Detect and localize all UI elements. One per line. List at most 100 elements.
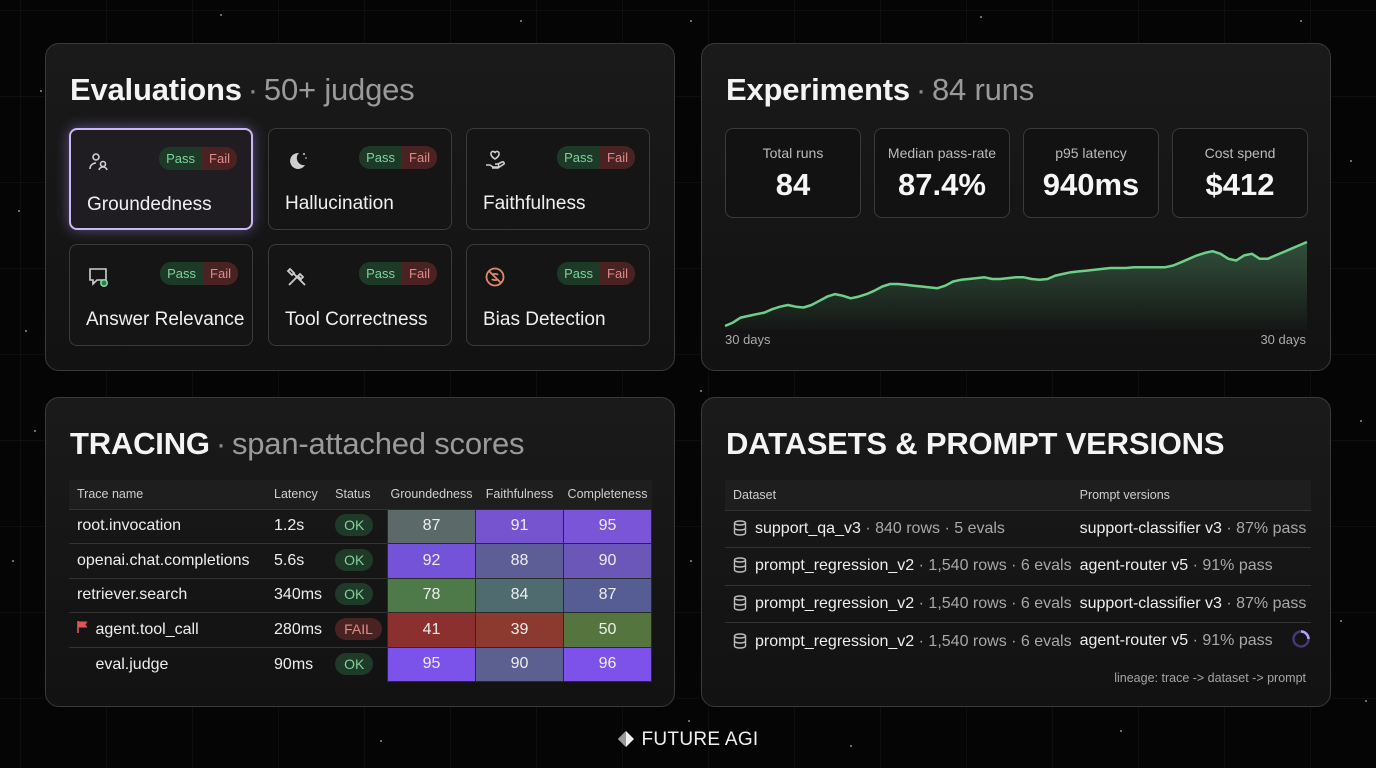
chat-check-icon bbox=[86, 265, 110, 289]
judge-card-hallucination[interactable]: Pass Fail Hallucination bbox=[268, 128, 452, 230]
score-cell[interactable]: 96 bbox=[563, 646, 652, 682]
dataset-row[interactable]: support_qa_v3 · 840 rows · 5 evals suppor… bbox=[725, 509, 1311, 548]
pass-badge[interactable]: Pass bbox=[359, 262, 403, 285]
judge-card-tool-correctness[interactable]: Pass Fail Tool Correctness bbox=[268, 244, 452, 346]
star-dot bbox=[688, 720, 690, 722]
prompt-version-cell[interactable]: agent-router v5 · 91% pass bbox=[1071, 547, 1311, 585]
star-dot bbox=[850, 745, 852, 747]
score-cell[interactable]: 91 bbox=[475, 508, 564, 544]
pass-badge[interactable]: Pass bbox=[159, 147, 203, 170]
judge-card-answer-relevance[interactable]: Pass Fail Answer Relevance bbox=[69, 244, 253, 346]
pass-badge[interactable]: Pass bbox=[557, 146, 601, 169]
evaluations-panel: Evaluations · 50+ judges Pass Fail Groundedn… bbox=[45, 43, 675, 371]
brand-name: FUTURE AGI bbox=[641, 729, 759, 750]
prompt-version-cell[interactable]: support-classifier v3 · 87% pass bbox=[1071, 509, 1311, 548]
trace-col-faithfulness[interactable]: Faithfulness bbox=[475, 480, 564, 509]
fail-badge[interactable]: Fail bbox=[203, 262, 238, 285]
score-cell[interactable]: 41 bbox=[387, 612, 476, 648]
fail-badge[interactable]: Fail bbox=[202, 147, 237, 170]
brand-logo: FUTURE AGI bbox=[0, 729, 1376, 751]
trace-col-latency[interactable]: Latency bbox=[266, 480, 328, 509]
dataset-row[interactable]: prompt_regression_v2 · 1,540 rows · 6 ev… bbox=[725, 547, 1311, 585]
trace-row[interactable]: root.invocation 1.2s OK 87 91 95 bbox=[69, 508, 652, 544]
trace-col-trace-name[interactable]: Trace name bbox=[69, 480, 267, 509]
loading-spinner-icon bbox=[1291, 629, 1311, 654]
experiments-panel: Experiments · 84 runs Total runs 84 Median p… bbox=[701, 43, 1331, 371]
fail-badge[interactable]: Fail bbox=[402, 262, 437, 285]
score-cell[interactable]: 90 bbox=[475, 646, 564, 682]
score-cell[interactable]: 78 bbox=[387, 577, 476, 613]
trace-name: agent.tool_call bbox=[69, 612, 267, 647]
judge-name: Hallucination bbox=[285, 193, 394, 214]
dataset-cell[interactable]: prompt_regression_v2 · 1,540 rows · 6 ev… bbox=[725, 584, 1072, 623]
score-cell[interactable]: 84 bbox=[475, 577, 564, 613]
stat-label: p95 latency bbox=[1055, 145, 1127, 161]
score-cell[interactable]: 39 bbox=[475, 612, 564, 648]
dataset-row[interactable]: prompt_regression_v2 · 1,540 rows · 6 ev… bbox=[725, 622, 1311, 660]
tracing-title: TRACING · span-attached scores bbox=[70, 426, 525, 461]
fail-badge[interactable]: Fail bbox=[600, 262, 635, 285]
prompt-version-cell[interactable]: agent-router v5 · 91% pass bbox=[1071, 622, 1311, 660]
trace-row[interactable]: eval.judge 90ms OK 95 90 96 bbox=[69, 646, 652, 682]
score-cell[interactable]: 50 bbox=[563, 612, 652, 648]
stat-card-total-runs: Total runs 84 bbox=[725, 128, 861, 218]
score-cell[interactable]: 90 bbox=[563, 543, 652, 579]
trace-row[interactable]: agent.tool_call 280ms FAIL 41 39 50 bbox=[69, 612, 652, 648]
database-icon bbox=[733, 595, 755, 612]
judge-card-bias-detection[interactable]: Pass Fail Bias Detection bbox=[466, 244, 650, 346]
trace-col-groundedness[interactable]: Groundedness bbox=[387, 480, 476, 509]
datasets-panel: DATASETS & PROMPT VERSIONS Dataset Prompt… bbox=[701, 397, 1331, 707]
trace-status: OK bbox=[327, 508, 388, 544]
trace-row[interactable]: retriever.search 340ms OK 78 84 87 bbox=[69, 577, 652, 613]
stat-label: Cost spend bbox=[1204, 145, 1276, 161]
dataset-col-prompt-versions[interactable]: Prompt versions bbox=[1071, 480, 1311, 510]
dataset-cell[interactable]: support_qa_v3 · 840 rows · 5 evals bbox=[725, 509, 1072, 548]
pass-badge[interactable]: Pass bbox=[160, 262, 204, 285]
trend-line bbox=[724, 240, 1308, 328]
trace-col-completeness[interactable]: Completeness bbox=[563, 480, 652, 509]
trace-row[interactable]: openai.chat.completions 5.6s OK 92 88 90 bbox=[69, 543, 652, 579]
star-dot bbox=[1365, 700, 1367, 702]
dataset-cell[interactable]: prompt_regression_v2 · 1,540 rows · 6 ev… bbox=[725, 622, 1072, 660]
lineage-note: lineage: trace -> dataset -> prompt bbox=[1114, 671, 1306, 685]
stat-value: 940ms bbox=[1042, 167, 1140, 202]
star-dot bbox=[380, 740, 382, 742]
dataset-col-dataset[interactable]: Dataset bbox=[725, 480, 1072, 510]
score-cell[interactable]: 87 bbox=[387, 508, 476, 544]
star-dot bbox=[690, 20, 692, 22]
stat-label: Median pass-rate bbox=[887, 145, 997, 161]
dataset-row[interactable]: prompt_regression_v2 · 1,540 rows · 6 ev… bbox=[725, 584, 1311, 623]
trend-area bbox=[725, 242, 1307, 330]
trace-name: root.invocation bbox=[69, 508, 267, 544]
judge-name: Answer Relevance bbox=[86, 309, 245, 330]
star-dot bbox=[520, 20, 522, 22]
prompt-version-cell[interactable]: support-classifier v3 · 87% pass bbox=[1071, 584, 1311, 623]
stat-card-p95-latency: p95 latency 940ms bbox=[1023, 128, 1159, 218]
score-cell[interactable]: 95 bbox=[563, 508, 652, 544]
fail-badge[interactable]: Fail bbox=[600, 146, 635, 169]
stat-label: Total runs bbox=[762, 145, 824, 161]
tracing-panel: TRACING · span-attached scores Trace name L… bbox=[45, 397, 675, 707]
judge-name: Tool Correctness bbox=[285, 309, 428, 330]
experiments-title: Experiments · 84 runs bbox=[726, 72, 1035, 107]
judge-name: Bias Detection bbox=[483, 309, 606, 330]
score-cell[interactable]: 88 bbox=[475, 543, 564, 579]
x-axis-start-label: 30 days bbox=[725, 332, 771, 347]
star-dot bbox=[34, 430, 36, 432]
datasets-title: DATASETS & PROMPT VERSIONS bbox=[726, 426, 1225, 461]
database-icon bbox=[733, 632, 755, 650]
dataset-cell[interactable]: prompt_regression_v2 · 1,540 rows · 6 ev… bbox=[725, 547, 1072, 585]
trace-col-status[interactable]: Status bbox=[327, 480, 388, 509]
judge-card-faithfulness[interactable]: Pass Fail Faithfulness bbox=[466, 128, 650, 230]
no-bias-icon bbox=[483, 265, 507, 289]
fail-badge[interactable]: Fail bbox=[402, 146, 437, 169]
pass-badge[interactable]: Pass bbox=[557, 262, 601, 285]
score-cell[interactable]: 92 bbox=[387, 543, 476, 579]
star-dot bbox=[1340, 620, 1342, 622]
grounding-icon bbox=[87, 150, 111, 174]
pass-badge[interactable]: Pass bbox=[359, 146, 403, 169]
score-cell[interactable]: 87 bbox=[563, 577, 652, 613]
judge-card-groundedness[interactable]: Pass Fail Groundedness bbox=[69, 128, 253, 230]
score-cell[interactable]: 95 bbox=[387, 646, 476, 682]
x-axis-end-label: 30 days bbox=[1260, 332, 1306, 347]
